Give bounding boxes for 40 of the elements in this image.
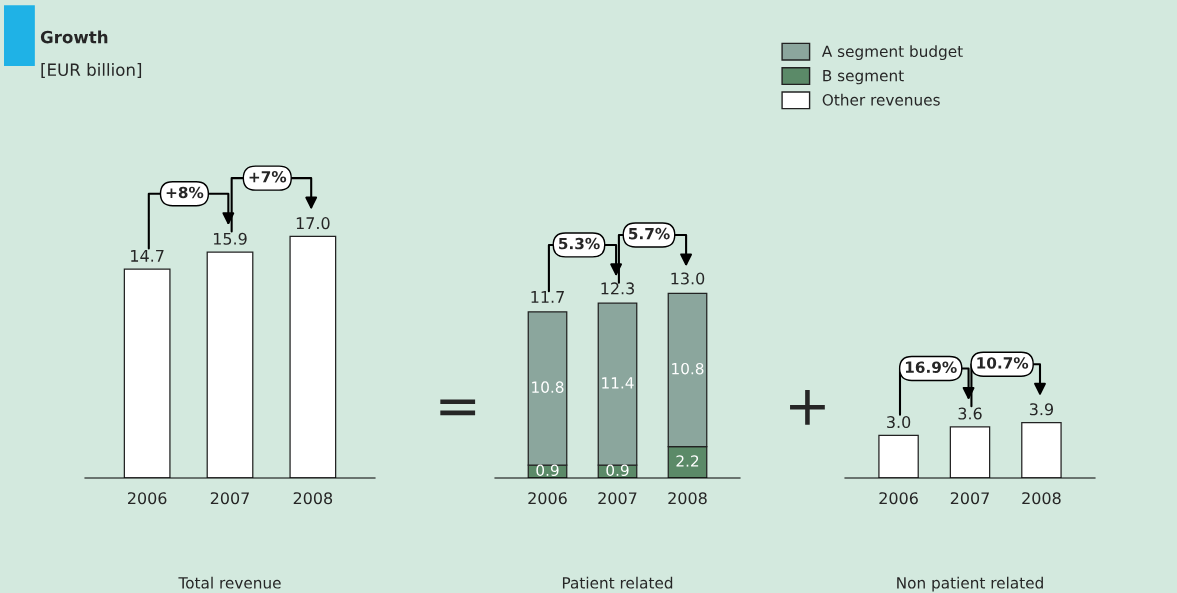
x-axis-title: Non patient related	[897, 576, 1043, 592]
data-label: 3.0	[887, 416, 911, 429]
x-tick-label: 2008	[1022, 492, 1061, 505]
x-tick-label: 2007	[598, 492, 637, 505]
x-tick-label: 2007	[210, 492, 249, 505]
data-label: 11.4	[602, 377, 634, 389]
x-tick-label: 2008	[293, 492, 333, 505]
data-label: 2.2	[676, 455, 699, 467]
chart-subtitle: [EUR billion]	[41, 63, 142, 78]
data-label: 14.7	[131, 250, 164, 262]
data-label: 3.9	[1029, 403, 1054, 416]
x-tick-label: 2007	[950, 492, 989, 505]
text: 5.3%	[558, 237, 600, 250]
total-label: 13.0	[671, 272, 705, 285]
legend-label: Other revenues	[822, 93, 940, 106]
total-label: 11.7	[531, 291, 564, 303]
x-tick-label: 2006	[879, 492, 918, 505]
text: +7%	[249, 171, 287, 183]
text: 16.9%	[905, 361, 957, 373]
legend-label: A segment budget	[821, 45, 963, 61]
x-tick-label: 2008	[668, 492, 707, 505]
text: 5.7%	[628, 227, 670, 240]
x-tick-label: 2006	[127, 492, 167, 505]
text: 10.7%	[977, 357, 1029, 369]
data-label: 10.8	[532, 381, 564, 393]
legend-label: B segment	[823, 70, 904, 85]
text: +8%	[166, 186, 204, 199]
chart-title: Growth	[40, 30, 108, 44]
x-axis-title: Total revenue	[178, 576, 281, 589]
text: +	[790, 389, 825, 425]
data-label: 3.6	[958, 407, 982, 420]
data-label: 0.9	[606, 464, 629, 477]
x-axis-title: Patient related	[562, 576, 673, 589]
x-tick-label: 2006	[528, 492, 567, 505]
text: =	[440, 399, 476, 416]
total-label: 12.3	[601, 282, 634, 295]
data-label: 15.9	[213, 232, 247, 245]
data-label: 0.9	[536, 464, 559, 477]
data-label: 10.8	[672, 362, 704, 375]
data-label: 17.0	[296, 217, 330, 230]
